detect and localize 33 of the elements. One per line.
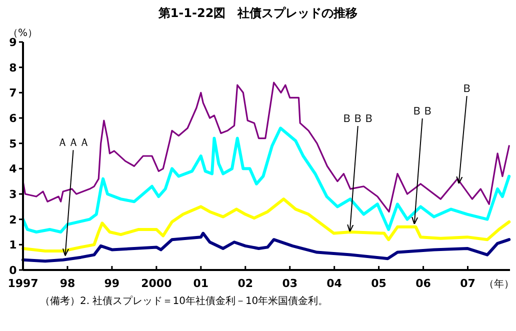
x-tick-label: 2000 xyxy=(141,277,172,290)
x-axis-title: （年） xyxy=(484,278,514,290)
y-tick-label: 6 xyxy=(9,112,18,125)
line-series xyxy=(22,82,510,213)
y-tick-label: 4 xyxy=(9,162,18,176)
x-tick-label: 98 xyxy=(60,277,76,290)
y-tick-label: 3 xyxy=(9,188,17,201)
line-series xyxy=(22,232,511,263)
chart-title: 第1-1-22図 社債スプレッドの推移 xyxy=(157,6,358,20)
y-tick-label: 2 xyxy=(9,213,17,226)
annotation: ＡＡＡ xyxy=(56,136,90,150)
x-tick-label: 05 xyxy=(371,277,386,290)
x-tick-label: 01 xyxy=(193,277,209,290)
y-tick-label: 9 xyxy=(9,36,17,49)
line-series xyxy=(22,198,511,252)
y-tick-label: 7 xyxy=(9,86,17,100)
annotation: ＢＢＢ xyxy=(341,112,374,125)
x-tick-label: 1997 xyxy=(8,277,38,290)
y-axis-title: （%） xyxy=(8,28,38,39)
x-tick-label: 07 xyxy=(460,277,476,290)
line-series xyxy=(22,126,511,234)
x-tick-label: 03 xyxy=(282,277,298,290)
annotation: ＢＢ xyxy=(411,104,434,118)
y-tick-label: 0 xyxy=(9,264,18,277)
text: （備考）2. 社債スプレッド＝10年社債金利－10年米国債金利。 xyxy=(40,295,328,307)
x-tick-label: 99 xyxy=(104,277,120,290)
y-tick-label: 1 xyxy=(9,238,17,252)
x-tick-label: 06 xyxy=(416,277,432,290)
x-tick-label: 04 xyxy=(326,277,342,290)
x-tick-label: 02 xyxy=(238,277,254,290)
annotation: Ｂ xyxy=(461,82,472,95)
y-tick-label: 5 xyxy=(9,137,17,150)
y-tick-label: 8 xyxy=(9,61,17,74)
